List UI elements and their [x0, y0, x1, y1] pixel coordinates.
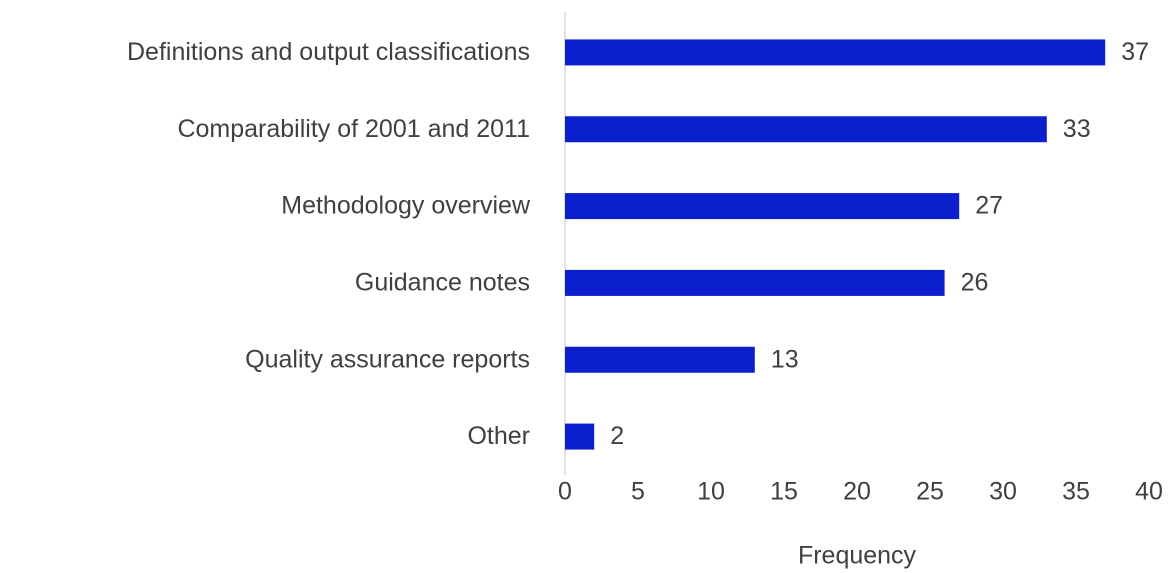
x-tick-label: 40 — [1135, 478, 1163, 506]
bar — [565, 39, 1106, 66]
x-tick-label: 10 — [697, 478, 725, 506]
x-tick-label: 30 — [989, 478, 1017, 506]
y-tick-label: Other — [467, 422, 530, 450]
x-tick-label: 35 — [1062, 478, 1090, 506]
x-axis-label: Frequency — [798, 542, 917, 570]
y-tick-label: Methodology overview — [281, 192, 531, 220]
y-tick-label: Definitions and output classifications — [127, 38, 530, 66]
x-tick-label: 0 — [558, 478, 572, 506]
y-tick-label: Guidance notes — [355, 269, 530, 297]
data-label: 27 — [975, 192, 1003, 220]
data-label: 13 — [771, 345, 799, 373]
bar — [565, 193, 960, 220]
x-tick-label: 20 — [843, 478, 871, 506]
bar — [565, 116, 1047, 143]
data-label: 26 — [961, 269, 989, 297]
bar — [565, 346, 755, 373]
x-tick-label: 15 — [770, 478, 798, 506]
y-tick-label: Quality assurance reports — [245, 345, 530, 373]
x-tick-label: 5 — [631, 478, 645, 506]
data-label: 2 — [610, 422, 624, 450]
data-label: 33 — [1063, 115, 1091, 143]
bar — [565, 269, 945, 296]
y-tick-label: Comparability of 2001 and 2011 — [177, 115, 530, 143]
bar — [565, 423, 595, 450]
x-tick-label: 25 — [916, 478, 944, 506]
data-label: 37 — [1121, 38, 1149, 66]
